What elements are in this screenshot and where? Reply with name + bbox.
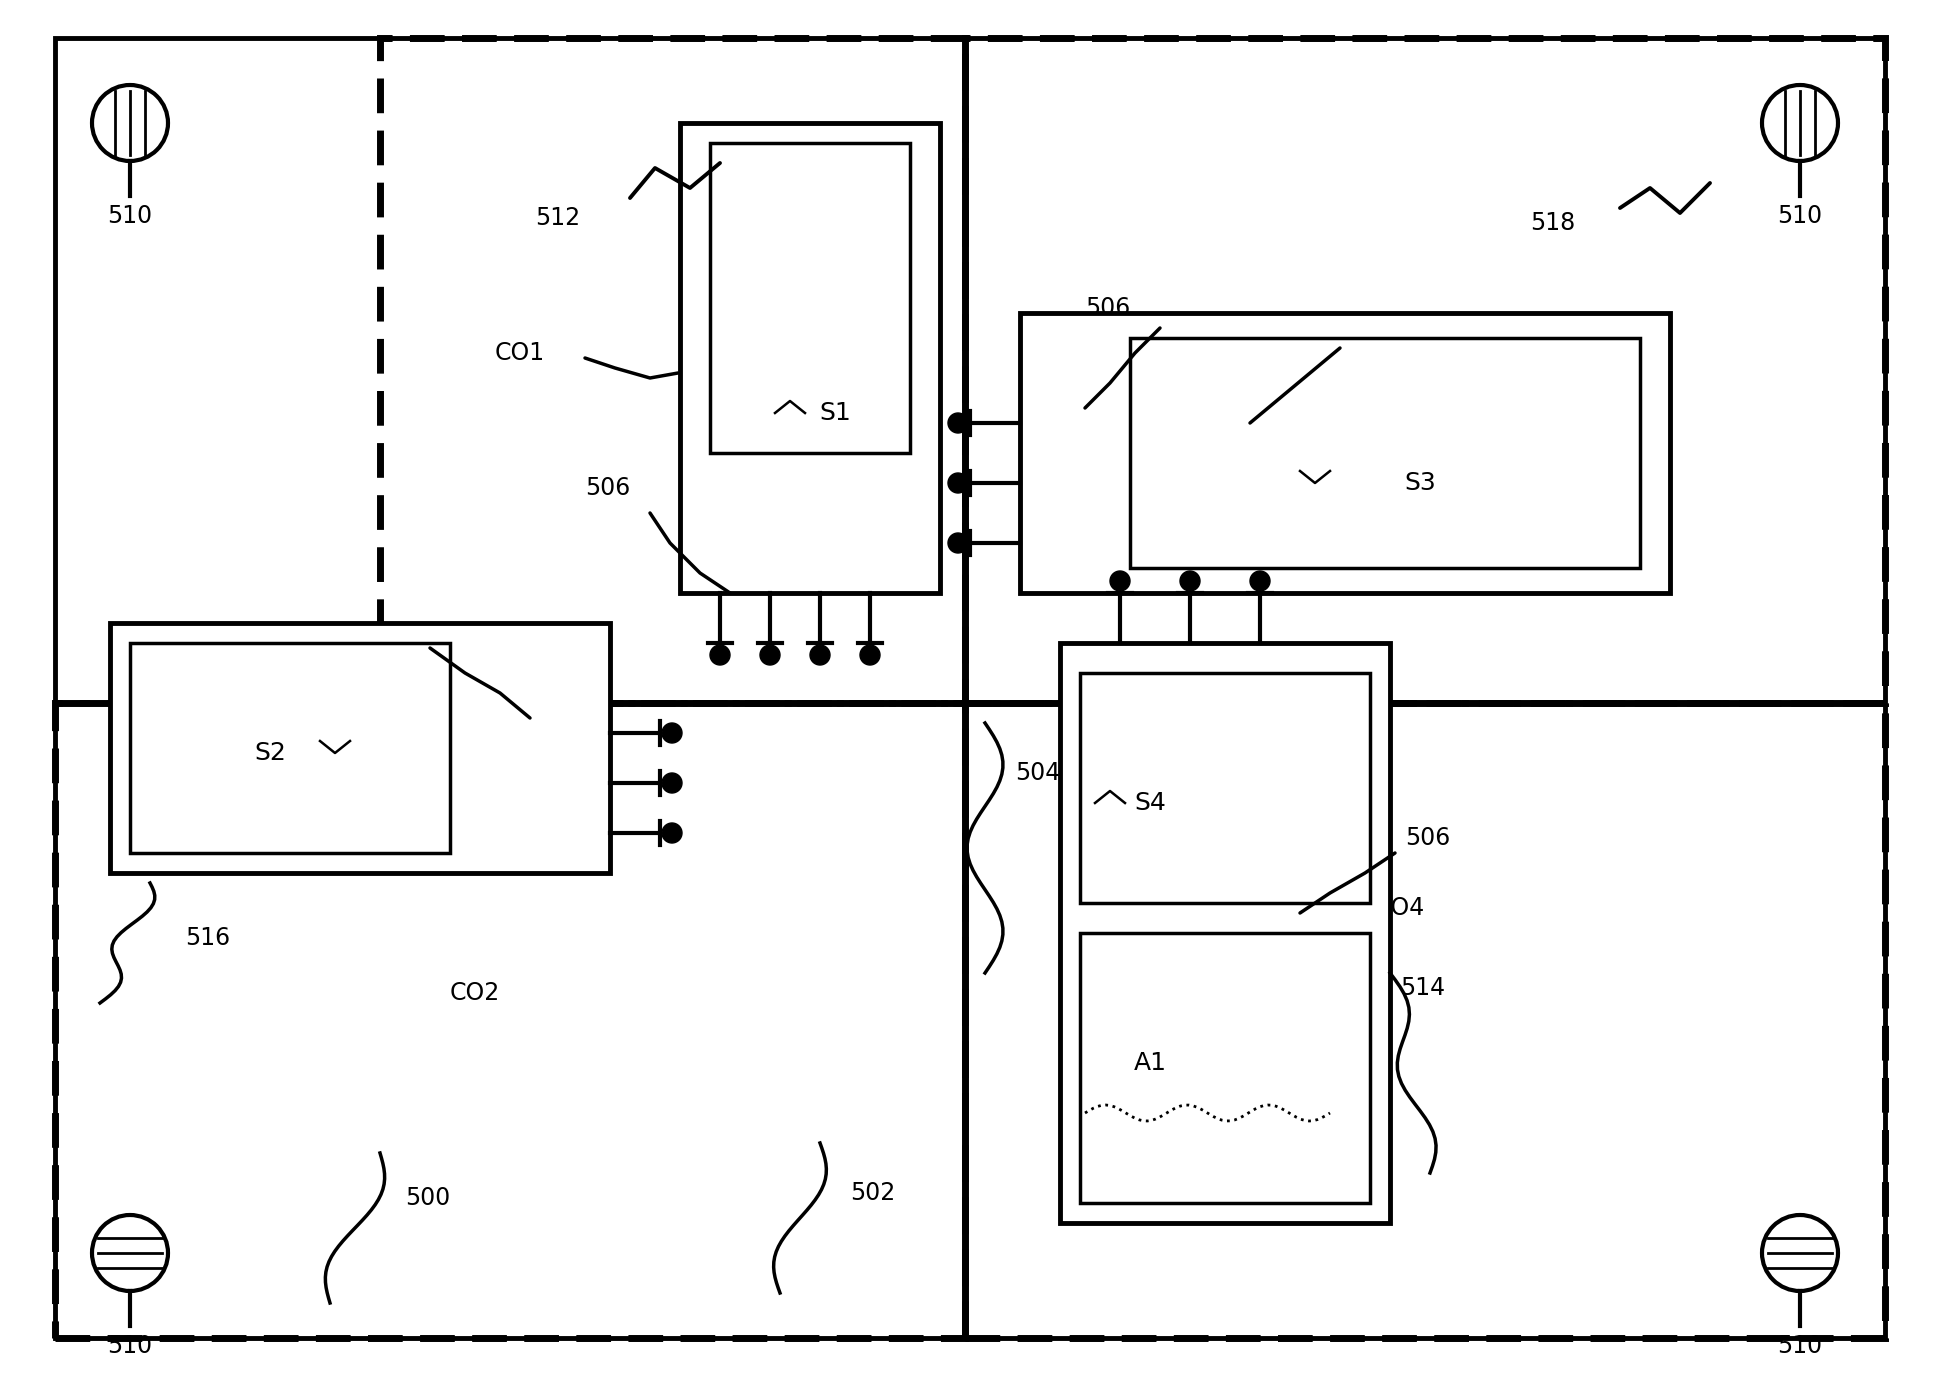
Bar <box>710 143 909 453</box>
Text: S3: S3 <box>1404 471 1435 496</box>
Text: 518: 518 <box>1530 211 1574 235</box>
Text: 510: 510 <box>1776 205 1821 228</box>
Circle shape <box>661 724 683 743</box>
Text: 506: 506 <box>361 621 405 645</box>
Circle shape <box>948 413 968 432</box>
Text: 502: 502 <box>849 1181 894 1205</box>
Text: CO1: CO1 <box>494 341 545 365</box>
Circle shape <box>948 474 968 493</box>
Bar <box>380 38 964 703</box>
Text: 500: 500 <box>405 1186 450 1210</box>
Bar <box>1020 313 1669 593</box>
Text: S4: S4 <box>1134 791 1165 816</box>
Circle shape <box>1179 571 1200 590</box>
Text: 516: 516 <box>184 925 231 950</box>
Text: CO4: CO4 <box>1375 897 1425 920</box>
Bar <box>1080 673 1369 903</box>
Text: 506: 506 <box>1404 827 1450 850</box>
Circle shape <box>710 645 729 665</box>
Circle shape <box>1249 571 1270 590</box>
Text: S1: S1 <box>818 401 851 426</box>
Text: 510: 510 <box>1776 1335 1821 1358</box>
Text: 510: 510 <box>107 205 153 228</box>
Bar <box>964 38 1885 703</box>
Bar <box>681 124 940 593</box>
Text: S2: S2 <box>254 741 285 765</box>
Bar <box>964 703 1885 1339</box>
Bar <box>130 643 450 853</box>
Bar <box>111 623 609 873</box>
Circle shape <box>1109 571 1128 590</box>
Text: 510: 510 <box>107 1335 153 1358</box>
Bar <box>1059 643 1388 1223</box>
Text: A1: A1 <box>1132 1050 1165 1075</box>
Bar <box>54 703 964 1339</box>
Circle shape <box>948 533 968 553</box>
Circle shape <box>811 645 830 665</box>
Text: 514: 514 <box>1400 976 1445 1000</box>
Text: CO2: CO2 <box>450 980 500 1005</box>
Text: 506: 506 <box>1084 297 1130 320</box>
Text: 506: 506 <box>586 476 630 500</box>
Circle shape <box>661 773 683 794</box>
Bar <box>1080 934 1369 1203</box>
Bar <box>1128 338 1638 568</box>
Text: CO3: CO3 <box>1350 325 1400 350</box>
Text: 512: 512 <box>535 206 580 231</box>
Text: 504: 504 <box>1014 761 1061 785</box>
Circle shape <box>760 645 779 665</box>
Circle shape <box>661 822 683 843</box>
Circle shape <box>859 645 880 665</box>
